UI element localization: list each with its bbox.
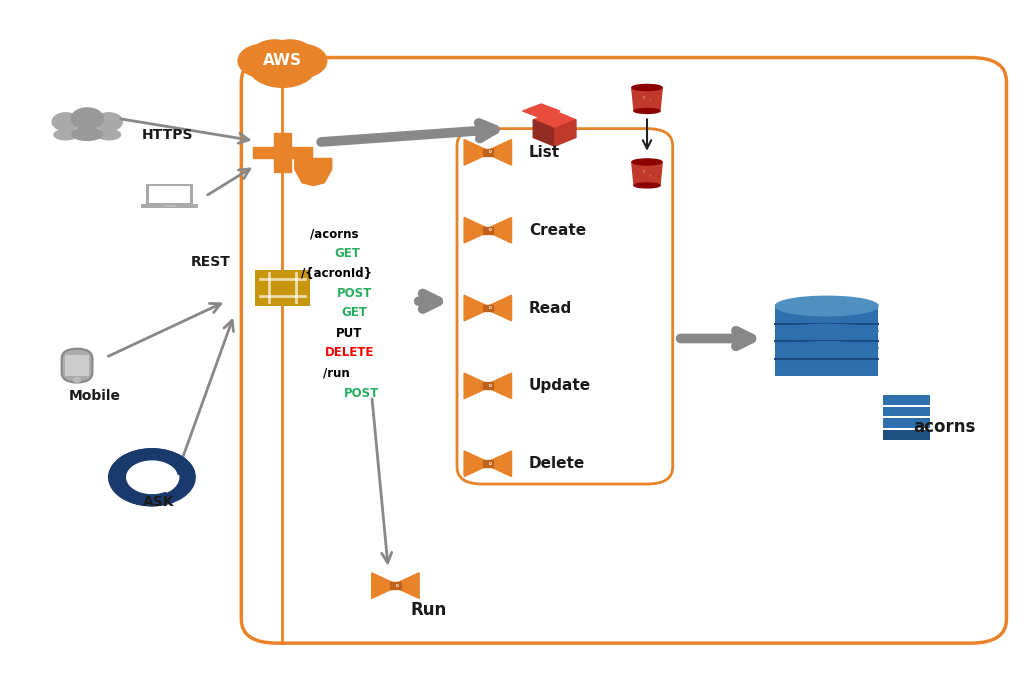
Ellipse shape: [775, 342, 878, 355]
Circle shape: [109, 449, 195, 506]
Bar: [390, 582, 401, 589]
Text: acorns: acorns: [914, 418, 976, 435]
Bar: [142, 204, 197, 209]
Ellipse shape: [775, 324, 878, 337]
Polygon shape: [632, 87, 662, 111]
Text: D: D: [396, 584, 398, 588]
Polygon shape: [464, 139, 486, 165]
Bar: [883, 395, 930, 404]
Polygon shape: [464, 451, 486, 477]
Circle shape: [74, 378, 80, 382]
Bar: [775, 306, 878, 376]
Text: REST: REST: [191, 255, 230, 269]
Text: GET: GET: [334, 247, 360, 261]
Bar: [146, 184, 193, 204]
Text: Read: Read: [529, 301, 572, 315]
Bar: [274, 133, 291, 172]
Polygon shape: [464, 217, 486, 243]
Text: D: D: [489, 384, 491, 388]
Text: AWS: AWS: [263, 53, 302, 68]
Text: List: List: [529, 145, 560, 160]
Text: HTTPS: HTTPS: [142, 129, 193, 142]
Bar: [483, 460, 493, 467]
Bar: [162, 204, 177, 207]
Circle shape: [125, 460, 179, 495]
Circle shape: [251, 40, 299, 71]
Text: Run: Run: [410, 601, 447, 619]
Polygon shape: [464, 373, 486, 399]
Text: D: D: [489, 150, 491, 154]
Polygon shape: [523, 104, 560, 118]
Text: Delete: Delete: [529, 456, 585, 471]
Ellipse shape: [72, 127, 103, 140]
Polygon shape: [533, 120, 555, 146]
Ellipse shape: [54, 129, 77, 139]
FancyBboxPatch shape: [457, 129, 673, 484]
Text: □: □: [643, 170, 644, 172]
Wedge shape: [109, 449, 194, 506]
Bar: [483, 383, 493, 389]
Polygon shape: [295, 158, 332, 185]
Polygon shape: [372, 573, 393, 598]
Bar: [483, 149, 493, 156]
Polygon shape: [632, 162, 662, 185]
Polygon shape: [555, 120, 576, 146]
Circle shape: [276, 44, 327, 77]
Polygon shape: [490, 217, 511, 243]
Polygon shape: [490, 139, 511, 165]
Text: D: D: [489, 306, 491, 310]
FancyBboxPatch shape: [62, 349, 92, 383]
Ellipse shape: [632, 85, 662, 91]
Bar: [66, 355, 89, 376]
Ellipse shape: [98, 129, 120, 139]
Text: Mobile: Mobile: [69, 389, 120, 403]
Text: Update: Update: [529, 378, 591, 393]
Polygon shape: [464, 295, 486, 321]
Ellipse shape: [775, 297, 878, 315]
Text: GET: GET: [341, 306, 368, 320]
Polygon shape: [490, 451, 511, 477]
Text: /acorns: /acorns: [309, 227, 358, 240]
Bar: [245, 63, 319, 72]
Text: Create: Create: [529, 223, 586, 238]
Text: POST: POST: [337, 286, 372, 300]
Text: /{acronId}: /{acronId}: [301, 267, 373, 280]
Text: POST: POST: [344, 387, 379, 400]
Ellipse shape: [634, 183, 660, 188]
Circle shape: [96, 113, 122, 131]
Polygon shape: [397, 573, 419, 598]
Bar: [253, 147, 312, 158]
Circle shape: [52, 113, 79, 131]
Text: /run: /run: [324, 366, 350, 380]
Polygon shape: [490, 373, 511, 399]
Bar: [883, 431, 930, 440]
Ellipse shape: [634, 108, 660, 113]
Polygon shape: [490, 295, 511, 321]
Bar: [483, 305, 493, 311]
Circle shape: [238, 44, 289, 77]
Circle shape: [71, 108, 104, 129]
Text: ASK: ASK: [144, 496, 175, 509]
Bar: [256, 270, 309, 305]
Ellipse shape: [632, 159, 662, 165]
Text: □: □: [643, 95, 644, 97]
Bar: [149, 186, 190, 203]
Polygon shape: [533, 111, 576, 129]
Bar: [483, 227, 493, 234]
Text: D: D: [489, 228, 491, 232]
Text: DELETE: DELETE: [325, 346, 374, 359]
Circle shape: [266, 40, 314, 71]
Bar: [883, 418, 930, 429]
Bar: [883, 406, 930, 416]
Text: PUT: PUT: [336, 326, 363, 340]
Circle shape: [248, 41, 317, 87]
Text: D: D: [489, 462, 491, 466]
